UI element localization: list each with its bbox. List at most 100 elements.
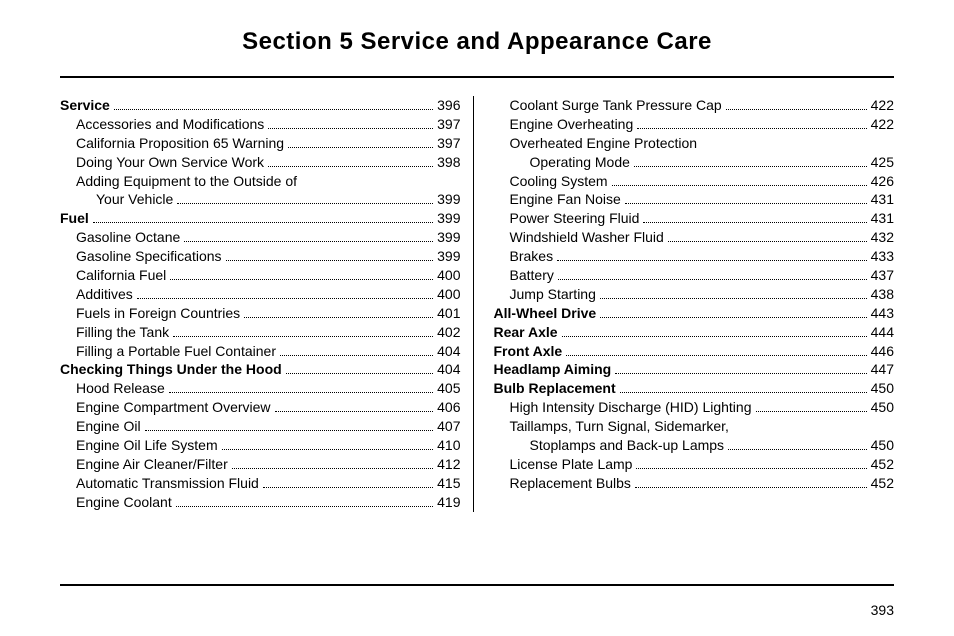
toc-page: 404: [437, 342, 460, 361]
toc-leader-dots: [562, 336, 867, 337]
toc-page: 399: [437, 190, 460, 209]
toc-entry: Cooling System426: [494, 172, 895, 191]
toc-page: 412: [437, 455, 460, 474]
toc-page: 396: [437, 96, 460, 115]
toc-entry: Taillamps, Turn Signal, Sidemarker,: [494, 417, 895, 436]
toc-page: 426: [871, 172, 894, 191]
toc-entry: Filling a Portable Fuel Container 404: [60, 342, 461, 361]
toc-leader-dots: [263, 487, 433, 488]
toc-label: Filling the Tank: [76, 323, 169, 342]
toc-leader-dots: [173, 336, 433, 337]
toc-label: Adding Equipment to the Outside of: [76, 172, 297, 191]
toc-leader-dots: [620, 392, 867, 393]
toc-label: Battery: [510, 266, 554, 285]
toc-label: Brakes: [510, 247, 554, 266]
toc-entry: California Proposition 65 Warning 397: [60, 134, 461, 153]
toc-entry: Operating Mode425: [494, 153, 895, 172]
toc-label: Fuel: [60, 209, 89, 228]
toc-entry: Stoplamps and Back-up Lamps 450: [494, 436, 895, 455]
toc-leader-dots: [232, 468, 433, 469]
toc-leader-dots: [177, 203, 433, 204]
top-rule: [60, 76, 894, 78]
toc-entry: Gasoline Octane399: [60, 228, 461, 247]
toc-leader-dots: [558, 279, 867, 280]
toc-label: Fuels in Foreign Countries: [76, 304, 240, 323]
toc-label: All-Wheel Drive: [494, 304, 597, 323]
toc-leader-dots: [637, 128, 866, 129]
toc-label: Engine Compartment Overview: [76, 398, 271, 417]
toc-page: 407: [437, 417, 460, 436]
toc-entry: Checking Things Under the Hood404: [60, 360, 461, 379]
toc-leader-dots: [612, 185, 867, 186]
toc-left-column: Service396Accessories and Modifications3…: [60, 96, 474, 512]
toc-label: Service: [60, 96, 110, 115]
toc-entry: Engine Fan Noise431: [494, 190, 895, 209]
toc-page: 431: [871, 209, 894, 228]
toc-entry: Additives400: [60, 285, 461, 304]
toc-leader-dots: [600, 298, 867, 299]
toc-label: Automatic Transmission Fluid: [76, 474, 259, 493]
toc-entry: Coolant Surge Tank Pressure Cap422: [494, 96, 895, 115]
toc-label: Front Axle: [494, 342, 563, 361]
toc-entry: Filling the Tank 402: [60, 323, 461, 342]
toc-page: 419: [437, 493, 460, 512]
toc-leader-dots: [634, 166, 867, 167]
toc-leader-dots: [756, 411, 867, 412]
toc-entry: Overheated Engine Protection: [494, 134, 895, 153]
toc-page: 399: [437, 247, 460, 266]
toc-page: 450: [871, 436, 894, 455]
toc-entry: Engine Compartment Overview406: [60, 398, 461, 417]
toc-leader-dots: [268, 166, 433, 167]
toc-entry: Front Axle446: [494, 342, 895, 361]
toc-right-column: Coolant Surge Tank Pressure Cap422 Engine…: [474, 96, 895, 512]
toc-label: Filling a Portable Fuel Container: [76, 342, 276, 361]
toc-leader-dots: [93, 222, 433, 223]
toc-entry: Replacement Bulbs452: [494, 474, 895, 493]
toc-label: Engine Air Cleaner/Filter: [76, 455, 228, 474]
toc-page: 402: [437, 323, 460, 342]
toc-entry: Automatic Transmission Fluid415: [60, 474, 461, 493]
toc-leader-dots: [288, 147, 433, 148]
toc-label: California Proposition 65 Warning: [76, 134, 284, 153]
toc-page: 397: [437, 115, 460, 134]
toc-page: 447: [871, 360, 894, 379]
toc-leader-dots: [668, 241, 867, 242]
toc-page: 443: [871, 304, 894, 323]
toc-leader-dots: [557, 260, 867, 261]
toc-entry: Bulb Replacement450: [494, 379, 895, 398]
toc-leader-dots: [615, 373, 866, 374]
toc-leader-dots: [726, 109, 867, 110]
toc-entry: California Fuel400: [60, 266, 461, 285]
toc-entry: Gasoline Specifications399: [60, 247, 461, 266]
toc-entry: Engine Oil407: [60, 417, 461, 436]
toc-page: 444: [871, 323, 894, 342]
toc-leader-dots: [636, 468, 866, 469]
toc-leader-dots: [226, 260, 434, 261]
toc-label: Replacement Bulbs: [510, 474, 631, 493]
toc-page: 405: [437, 379, 460, 398]
toc-page: 400: [437, 285, 460, 304]
toc-label: Operating Mode: [530, 153, 630, 172]
toc-leader-dots: [635, 487, 867, 488]
toc-page: 399: [437, 228, 460, 247]
toc-entry: Fuels in Foreign Countries401: [60, 304, 461, 323]
toc-label: Checking Things Under the Hood: [60, 360, 282, 379]
toc-leader-dots: [268, 128, 433, 129]
bottom-rule: [60, 584, 894, 586]
toc-page: 397: [437, 134, 460, 153]
toc-label: Stoplamps and Back-up Lamps: [530, 436, 725, 455]
toc-entry: Adding Equipment to the Outside of: [60, 172, 461, 191]
toc-label: License Plate Lamp: [510, 455, 633, 474]
toc-label: Engine Coolant: [76, 493, 172, 512]
toc-label: Rear Axle: [494, 323, 558, 342]
toc-label: Your Vehicle: [96, 190, 173, 209]
page-container: Section 5 Service and Appearance Care Se…: [0, 0, 954, 636]
toc-label: Doing Your Own Service Work: [76, 153, 264, 172]
toc-entry: Engine Air Cleaner/Filter 412: [60, 455, 461, 474]
toc-label: California Fuel: [76, 266, 166, 285]
toc-label: Taillamps, Turn Signal, Sidemarker,: [510, 417, 729, 436]
toc-columns: Service396Accessories and Modifications3…: [60, 96, 894, 512]
toc-leader-dots: [280, 355, 433, 356]
toc-entry: Brakes433: [494, 247, 895, 266]
toc-page: 437: [871, 266, 894, 285]
